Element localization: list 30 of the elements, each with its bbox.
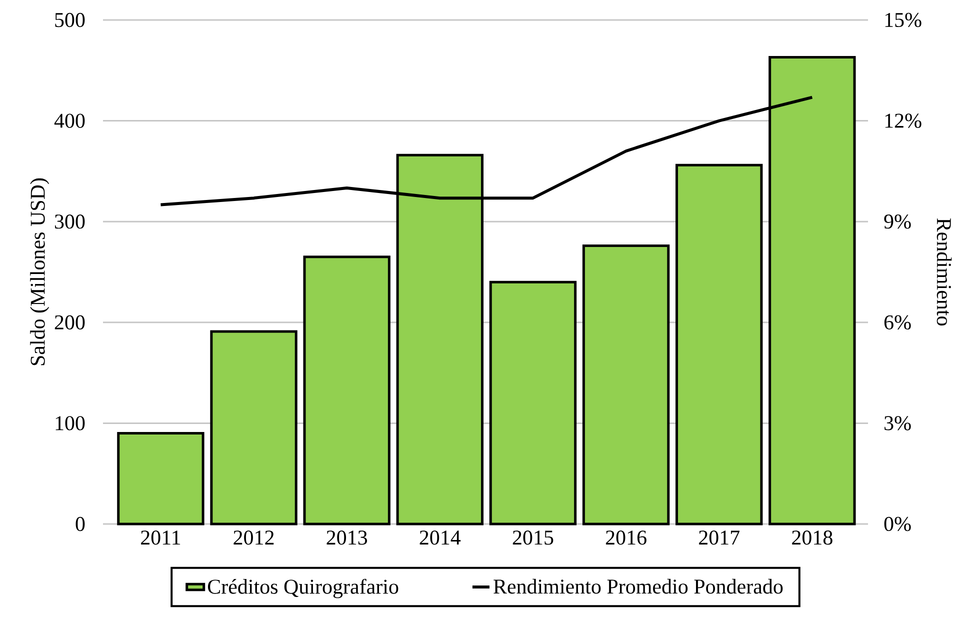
y-tick-label: 0 (76, 516, 85, 532)
bar (210, 330, 298, 526)
y-tick-label: 100 (56, 416, 85, 430)
bar (489, 280, 577, 526)
x-tick-label: 2012 (234, 530, 274, 545)
x-tick-label: 2015 (512, 530, 554, 545)
y2-tick-label: 9% (884, 214, 911, 229)
x-tick-label: 2018 (792, 530, 832, 545)
x-tick-label: 2017 (699, 530, 740, 545)
y-tick-label: 400 (54, 114, 85, 128)
legend-label: Rendimiento Promedio Ponderado (494, 578, 783, 594)
y2-tick-label: 0% (884, 516, 911, 532)
x-tick-label: 2013 (326, 530, 368, 545)
legend-label: Créditos Quirografario (208, 578, 398, 598)
x-tick-label: 2016 (606, 530, 646, 545)
y-tick-label: 200 (54, 315, 85, 330)
x-tick-label: 2011 (141, 530, 180, 545)
bar (117, 432, 204, 526)
x-tick-label: 2014 (420, 530, 461, 545)
y2-tick-label: 15% (885, 12, 922, 28)
y2-tick-label: 3% (884, 416, 911, 430)
bar (676, 164, 763, 526)
y2-axis-title: Rendimiento (936, 218, 952, 326)
y-tick-label: 500 (55, 12, 85, 28)
bar (582, 244, 670, 526)
y2-tick-label: 12% (885, 114, 922, 128)
y2-tick-label: 6% (884, 315, 911, 330)
y-tick-label: 300 (54, 214, 85, 229)
y-axis-title: Saldo (Millones USD) (30, 178, 50, 366)
bar (303, 256, 390, 526)
